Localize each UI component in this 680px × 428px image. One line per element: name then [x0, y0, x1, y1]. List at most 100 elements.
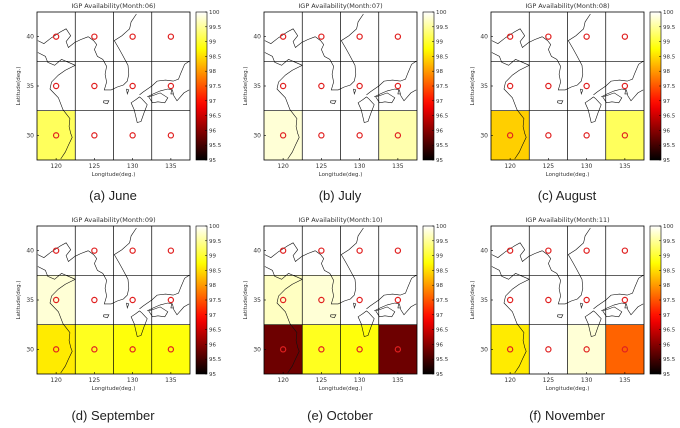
igp-marker [279, 132, 287, 139]
coastline [357, 310, 375, 337]
coastline [580, 302, 584, 310]
heatmap-cell [264, 226, 303, 276]
coastline [130, 96, 148, 123]
colorbar-tick-label: 95.5 [436, 143, 449, 149]
heatmap-panel-november: IGP Availability(Month:11) 120 125 130 135 40… [454, 214, 680, 428]
igp-marker [167, 247, 175, 254]
coastline [37, 52, 77, 160]
coastline [397, 303, 401, 309]
coastline [264, 52, 304, 160]
igp-marker [52, 247, 60, 254]
coastline-group [491, 227, 644, 374]
heatmap-cell [529, 110, 568, 160]
x-tick-label: 135 [619, 163, 631, 170]
x-tick-label: 125 [543, 377, 555, 384]
igp-marker [91, 296, 98, 304]
igp-marker [621, 33, 629, 40]
heatmap-cell [37, 110, 76, 160]
colorbar-tick-label: 99 [436, 254, 443, 260]
coastline [366, 275, 417, 310]
igp-marker [356, 33, 363, 40]
colorbar-tick-label: 95.5 [209, 357, 222, 363]
x-tick-label: 130 [127, 377, 139, 384]
igp-marker [318, 346, 325, 353]
y-tick-label: 40 [480, 248, 488, 255]
igp-marker [506, 132, 514, 139]
heatmap-cell [37, 226, 76, 276]
heatmap-cell [302, 61, 341, 111]
colorbar-tick-label: 100 [436, 224, 447, 230]
colorbar-tick-label: 95 [209, 158, 216, 164]
x-tick-label: 130 [354, 163, 366, 170]
igp-marker [91, 82, 98, 90]
heatmap-cell [302, 12, 341, 62]
colorbar-tick-label: 99.5 [436, 25, 449, 31]
igp-marker [91, 132, 98, 139]
heatmap-cell [605, 61, 644, 111]
igp-marker [506, 296, 514, 304]
igp-marker [279, 346, 287, 353]
heatmap-cell [37, 324, 76, 374]
heatmap-cell [75, 275, 114, 325]
colorbar-tick-label: 99.5 [209, 239, 222, 245]
heatmap-cell [378, 110, 417, 160]
colorbar-tick-label: 96 [209, 342, 216, 348]
heatmap-cell [605, 324, 644, 374]
colorbar-tick-label: 96.5 [209, 328, 222, 334]
igp-marker [91, 247, 98, 254]
coastline [37, 28, 89, 48]
chart-title: IGP Availability(Month:09) [71, 216, 155, 224]
coastline [357, 96, 375, 123]
coastline [330, 100, 337, 105]
colorbar-tick-label: 97 [663, 313, 670, 319]
x-axis-label: Longitude(deg.) [546, 386, 590, 392]
heatmap-cell [264, 61, 303, 111]
colorbar-tick-label: 97 [663, 99, 670, 105]
y-axis-label: Latitude(deg.) [243, 66, 249, 105]
colorbar-tick-label: 99 [663, 40, 670, 46]
igp-marker [91, 346, 98, 353]
igp-marker [129, 346, 136, 353]
coastline [374, 302, 417, 316]
heatmap-cell [378, 12, 417, 62]
coastline [580, 88, 584, 96]
chart-title: IGP Availability(Month:10) [298, 216, 382, 224]
coastline [601, 88, 644, 102]
igp-marker [167, 132, 175, 139]
heatmap-cell [264, 275, 303, 325]
colorbar-tick-label: 96.5 [436, 328, 449, 334]
caption-october: (e) October [307, 408, 373, 423]
coastline-group [491, 13, 644, 160]
coastline [491, 52, 531, 160]
coastline [330, 314, 337, 319]
heatmap-panel-august: IGP Availability(Month:08) 120 125 130 135 40… [454, 0, 680, 214]
igp-marker [506, 247, 514, 254]
caption-november: (f) November [529, 408, 605, 423]
igp-marker [506, 33, 514, 40]
igp-marker [318, 132, 325, 139]
igp-marker [506, 82, 514, 90]
coastline [353, 88, 357, 96]
heatmap-chart-october: IGP Availability(Month:10) 120 125 130 135 40… [243, 216, 449, 392]
colorbar-tick-label: 96.5 [663, 328, 676, 334]
y-tick-label: 35 [480, 83, 488, 90]
colorbar-tick-label: 97.5 [209, 84, 222, 90]
heatmap-cell [151, 226, 190, 276]
colorbar-tick-label: 99 [663, 254, 670, 260]
coastline [624, 89, 628, 95]
heatmap-cell [567, 110, 606, 160]
colorbar-tick-label: 98 [209, 283, 216, 289]
colorbar-tick-label: 95.5 [663, 357, 676, 363]
colorbar-tick-label: 95 [436, 158, 443, 164]
igp-marker [394, 82, 402, 90]
colorbar-tick-label: 99 [209, 40, 216, 46]
x-tick-label: 120 [277, 163, 289, 170]
igp-marker [545, 132, 552, 139]
colorbar-tick-label: 95.5 [663, 143, 676, 149]
colorbar-tick-label: 98.5 [209, 54, 222, 60]
coastline [491, 242, 543, 262]
x-axis-label: Longitude(deg.) [92, 172, 136, 178]
coastline [624, 303, 628, 309]
heatmap-cell [529, 226, 568, 276]
x-tick-label: 135 [619, 377, 631, 384]
